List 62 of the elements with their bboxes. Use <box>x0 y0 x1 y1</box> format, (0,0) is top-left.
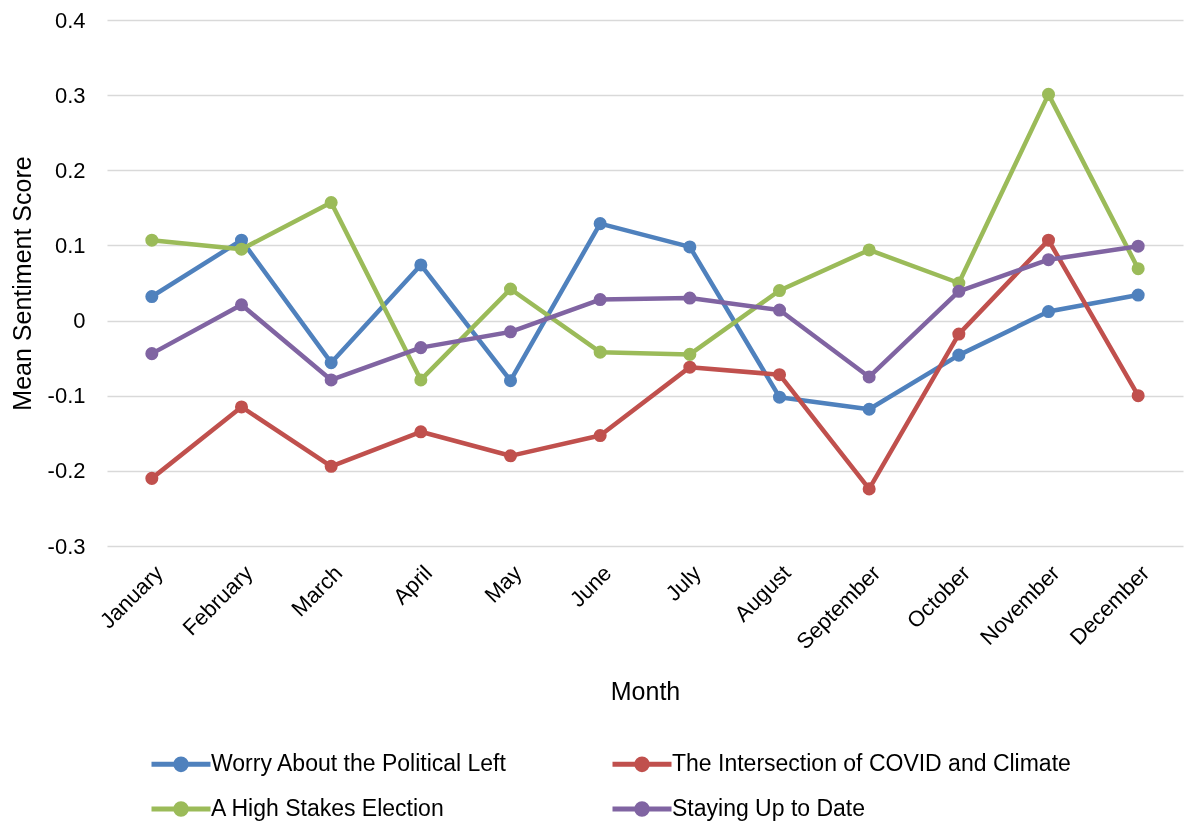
point <box>862 370 876 384</box>
point <box>772 368 787 382</box>
point <box>414 341 428 355</box>
point <box>414 373 428 387</box>
y-tick-label: -0.2 <box>47 458 86 484</box>
point <box>1131 262 1145 276</box>
legend-label: Worry About the Political Left <box>211 750 507 777</box>
point <box>1041 253 1056 267</box>
point <box>503 449 518 463</box>
point <box>952 348 966 362</box>
y-tick-label: 0.1 <box>54 232 86 258</box>
point <box>593 429 607 443</box>
point <box>234 298 249 312</box>
y-tick-label: 0.2 <box>54 157 86 183</box>
y-tick-label: -0.3 <box>47 533 86 559</box>
point <box>324 373 338 387</box>
point <box>1041 233 1056 247</box>
point <box>593 293 607 307</box>
point <box>683 240 697 254</box>
point <box>772 303 787 317</box>
point <box>145 233 159 247</box>
point <box>145 347 159 361</box>
point <box>593 217 607 231</box>
y-tick-label: 0.3 <box>54 82 86 108</box>
point <box>862 402 876 416</box>
point <box>1131 288 1145 302</box>
point <box>772 284 787 298</box>
y-tick-label: -0.1 <box>47 383 86 409</box>
point <box>1041 305 1056 319</box>
point <box>324 356 338 370</box>
point <box>414 258 428 272</box>
point <box>234 242 249 256</box>
y-axis-title: Mean Sentiment Score <box>7 156 36 411</box>
point <box>324 196 338 210</box>
point <box>234 400 249 414</box>
point <box>145 290 159 304</box>
point <box>1041 87 1056 101</box>
point <box>683 360 697 374</box>
point <box>1131 239 1145 253</box>
point <box>414 425 428 439</box>
x-tick-label: May <box>479 560 527 608</box>
point <box>862 243 876 257</box>
point <box>952 327 966 341</box>
point <box>772 390 787 404</box>
x-axis-title: Month <box>610 677 681 706</box>
y-tick-label: 0 <box>73 308 86 334</box>
point <box>324 459 338 473</box>
point <box>503 325 518 339</box>
point <box>862 482 876 496</box>
point <box>503 374 518 388</box>
y-tick-label: 0.4 <box>54 7 86 33</box>
point <box>683 347 697 361</box>
point <box>683 291 697 305</box>
point <box>503 282 518 296</box>
point <box>952 284 966 298</box>
legend-label: A High Stakes Election <box>211 795 444 821</box>
legend-label: Staying Up to Date <box>672 795 866 821</box>
legend-label: The Intersection of COVID and Climate <box>672 750 1071 777</box>
point <box>145 471 159 485</box>
x-tick-label: July <box>660 560 706 606</box>
point <box>593 345 607 359</box>
point <box>1131 389 1145 403</box>
